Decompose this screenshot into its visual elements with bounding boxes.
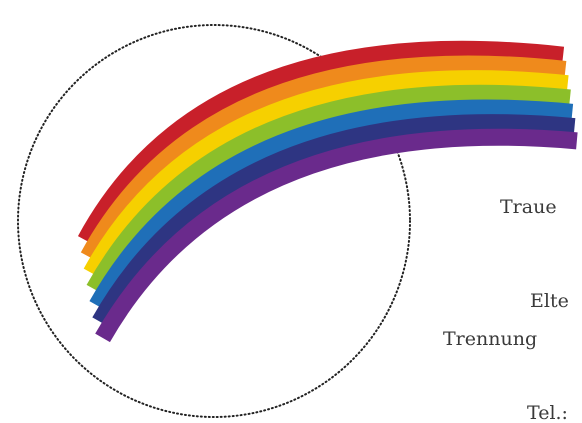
page: Traue Elte Trennung Tel.: (() => { const… <box>0 0 582 423</box>
text-line: Trennung <box>443 328 537 350</box>
text-line: Tel.: <box>527 402 568 423</box>
screen: Traue Elte Trennung Tel.: <box>0 0 582 423</box>
rainbow <box>85 49 576 338</box>
text-line: Traue <box>500 196 557 218</box>
text-line: Elte <box>530 290 569 312</box>
